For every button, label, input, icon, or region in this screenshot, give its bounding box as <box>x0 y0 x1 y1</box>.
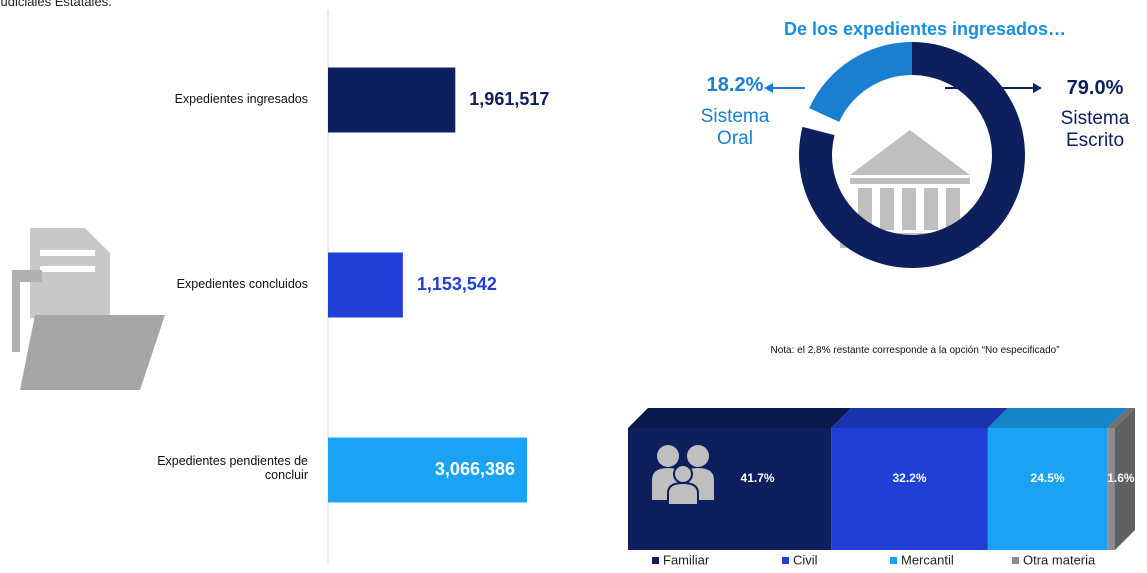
legend-swatch <box>652 557 659 564</box>
bar <box>328 252 403 318</box>
bar-top <box>628 408 852 428</box>
donut-slice <box>809 42 912 122</box>
pct-label: 79.0% <box>1066 77 1124 99</box>
folder-icon <box>12 228 165 390</box>
people-icon <box>652 445 714 506</box>
bar-top-shade <box>628 408 852 428</box>
bar-label: Expedientes ingresados <box>174 92 308 106</box>
cat-label: Sistema Oral <box>700 106 770 149</box>
legend-swatch <box>890 557 897 564</box>
legend-label: Otra materia <box>1023 552 1096 567</box>
segment-label: 1.6% <box>1107 471 1135 485</box>
legend-label: Civil <box>793 552 818 567</box>
bar-segment <box>987 428 1108 550</box>
donut-title: De los expedientes ingresados… <box>783 19 1067 39</box>
bar-label: Expedientes concluidos <box>176 277 308 291</box>
legend-label: Familiar <box>663 552 710 567</box>
legend-swatch <box>1012 557 1019 564</box>
bar-top-shade <box>987 408 1128 428</box>
legend-label: Mercantil <box>901 552 954 567</box>
value-label: 1,961,517 <box>469 89 549 109</box>
bar-label: Expedientes pendientes de concluir <box>157 454 308 483</box>
bar <box>328 67 456 133</box>
segment-label: 32.2% <box>892 471 926 485</box>
pct-label: 18.2% <box>706 74 764 96</box>
value-label: 1,153,542 <box>417 274 497 294</box>
header-fragment: Judiciales Estatales. <box>0 0 112 9</box>
bar-top <box>1107 408 1135 428</box>
bar-side <box>1115 408 1135 550</box>
value-label: 3,066,386 <box>435 459 515 479</box>
bar-top <box>831 408 1008 428</box>
bar <box>328 437 527 503</box>
bar-segment <box>831 428 988 550</box>
bar-side-shade <box>1115 408 1135 550</box>
bar-top-shade <box>1107 408 1135 428</box>
segment-label: 24.5% <box>1031 471 1065 485</box>
bar-top-shade <box>831 408 1008 428</box>
bar-segment <box>1107 428 1115 550</box>
bar-top <box>987 408 1128 428</box>
cat-label: Sistema Escrito <box>1060 108 1130 151</box>
note: Nota: el 2.8% restante corresponde a la … <box>770 345 1060 356</box>
segment-label: 41.7% <box>741 471 775 485</box>
legend-swatch <box>782 557 789 564</box>
